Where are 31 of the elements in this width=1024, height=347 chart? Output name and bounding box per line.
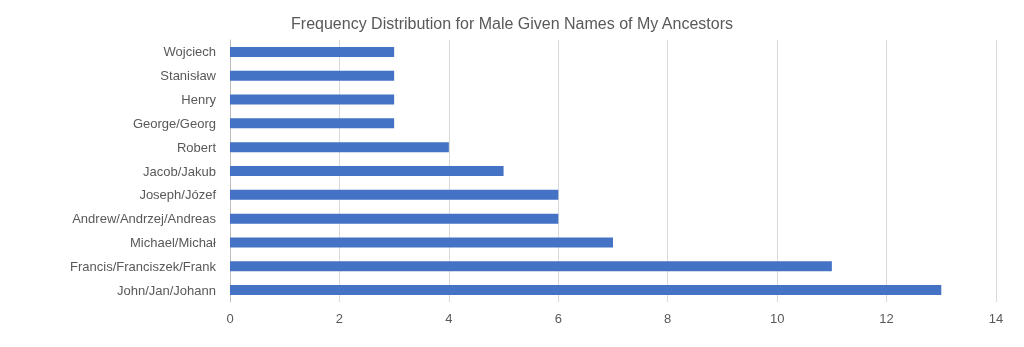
y-tick-label: Jacob/Jakub bbox=[143, 163, 216, 179]
x-tick-label: 6 bbox=[554, 311, 562, 326]
bar bbox=[230, 213, 559, 224]
x-tick-label: 10 bbox=[769, 311, 785, 326]
y-tick-label: Wojciech bbox=[163, 44, 216, 60]
y-tick-label: George/Georg bbox=[132, 115, 216, 131]
y-tick-label: John/Jan/Johann bbox=[116, 282, 216, 298]
bar bbox=[230, 70, 395, 81]
y-tick-label: Stanisław bbox=[160, 68, 217, 84]
y-tick-label: Joseph/Józef bbox=[139, 187, 217, 203]
bar bbox=[230, 261, 832, 272]
bar bbox=[230, 189, 559, 200]
x-tick-label: 8 bbox=[664, 311, 672, 326]
bar bbox=[230, 46, 395, 57]
chart-title: Frequency Distribution for Male Given Names of My Ancestors bbox=[291, 14, 733, 32]
bar bbox=[230, 142, 449, 153]
bar bbox=[230, 166, 504, 176]
x-tick-label: 12 bbox=[879, 311, 894, 326]
x-tick-label: 4 bbox=[445, 311, 453, 326]
y-tick-label: Robert bbox=[176, 139, 217, 155]
bar bbox=[230, 94, 395, 105]
x-tick-label: 2 bbox=[335, 311, 344, 326]
bar bbox=[230, 118, 395, 129]
bar bbox=[230, 285, 942, 296]
y-tick-label: Francis/Franciszek/Frank bbox=[70, 258, 217, 274]
y-tick-label: Henry bbox=[181, 92, 217, 108]
x-tick-label: 0 bbox=[226, 311, 234, 326]
x-tick-label: 14 bbox=[988, 311, 1004, 326]
bar bbox=[230, 237, 613, 248]
y-tick-label: Andrew/Andrzej/Andreas bbox=[72, 211, 217, 227]
y-tick-label: Michael/Michał bbox=[130, 234, 217, 250]
